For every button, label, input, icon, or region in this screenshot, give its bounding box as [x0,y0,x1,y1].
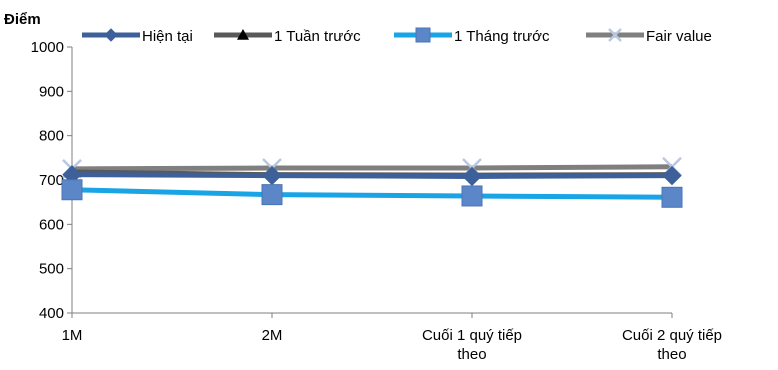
square-icon [661,186,683,208]
y-axis-label: Điểm [4,11,41,28]
diamond-icon [104,28,118,42]
x-tick-label: theo [457,346,486,363]
x-tick-label: Cuối 2 quý tiếp [622,327,722,344]
legend-label: Hiện tại [142,28,193,45]
x-tick-label: theo [657,346,686,363]
triangle-icon [237,29,249,40]
y-tick-label: 400 [39,305,64,322]
series-line [71,164,673,172]
y-tick-label: 900 [39,83,64,100]
y-tick-label: 700 [39,172,64,189]
diamond-icon [462,166,482,187]
y-tick-label: 1000 [31,39,64,56]
legend-label: 1 Tuần trước [274,28,361,45]
y-tick-label: 500 [39,261,64,278]
x-tick-label: Cuối 1 quý tiếp [422,327,522,344]
axes: Điểm 400 500 600 700 800 900 1000 1M 2M Cuối 1 quý… [4,11,722,363]
legend: Hiện tại 1 Tuần trước 1 Tháng trước Fair va… [82,27,712,45]
x-tick-label: 2M [262,327,283,344]
legend-item: Fair value [586,28,712,45]
series-hiện-tại [62,164,682,187]
series-layer [61,156,683,208]
x-tick-label: 1M [62,327,83,344]
square-icon [415,27,431,43]
square-icon [461,185,483,207]
series-line [71,187,673,200]
series-1-tháng-trước [61,179,683,208]
legend-label: 1 Tháng trước [454,28,550,45]
diamond-icon [662,165,682,186]
legend-item: Hiện tại [82,28,193,45]
square-icon [61,179,83,201]
legend-item: 1 Tuần trước [214,28,361,45]
y-tick-label: 800 [39,128,64,145]
y-tick-label: 600 [39,216,64,233]
legend-item: 1 Tháng trước [394,27,550,45]
legend-label: Fair value [646,28,712,45]
x-icon [608,28,622,42]
square-icon [261,184,283,206]
series-line [71,172,673,179]
